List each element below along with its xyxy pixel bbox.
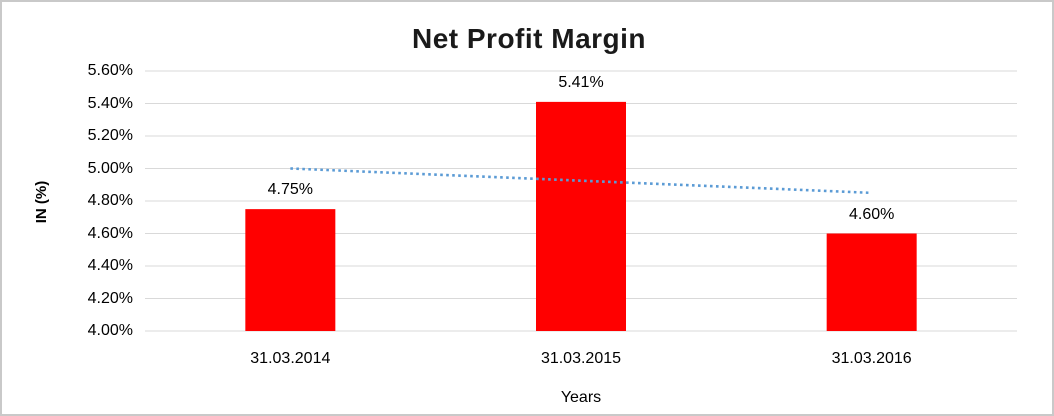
- x-tick-label: 31.03.2016: [831, 350, 912, 367]
- y-tick-label: 4.40%: [87, 257, 133, 274]
- y-tick-label: 5.00%: [87, 159, 133, 177]
- bar-value-label: 5.41%: [558, 73, 604, 91]
- x-axis-title: Years: [560, 389, 602, 406]
- x-tick-label: 31.03.2015: [540, 350, 622, 367]
- trendline: [290, 167, 872, 195]
- y-tick-label: 4.80%: [87, 192, 133, 209]
- y-tick-label: 5.40%: [87, 94, 133, 112]
- y-tick-label: 4.20%: [87, 289, 133, 307]
- y-tick-label: 4.60%: [87, 224, 133, 242]
- y-tick-label: 5.20%: [87, 127, 133, 144]
- bar-value-label: 4.60%: [848, 205, 895, 223]
- bar: [536, 101, 626, 331]
- bar: [826, 233, 917, 331]
- bar: [245, 209, 336, 331]
- y-tick-label: 4.00%: [87, 322, 133, 339]
- chart-title: Net Profit Margin: [411, 23, 647, 54]
- bar-value-label: 4.75%: [267, 181, 314, 199]
- y-tick-label: 5.60%: [87, 62, 133, 79]
- x-tick-label: 31.03.2014: [250, 350, 331, 367]
